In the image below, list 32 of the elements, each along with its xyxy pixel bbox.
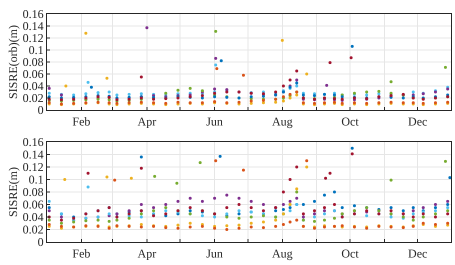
y-tick-label: 0.08 xyxy=(22,55,44,70)
y-axis-title: SISRE(m) xyxy=(6,166,20,218)
y-tick-label: 0 xyxy=(38,103,44,118)
y-tick-label: 0.1 xyxy=(28,43,44,58)
x-tick-label: Aug xyxy=(272,114,293,128)
y-tick-label: 0.12 xyxy=(22,160,44,174)
y-tick-label: 0.04 xyxy=(22,79,44,94)
x-tick-label: Feb xyxy=(72,246,90,260)
y-tick-label: 0.1 xyxy=(28,172,44,187)
x-tick-label: Jun xyxy=(206,246,223,260)
y-tick-label: 0.16 xyxy=(22,135,44,150)
y-tick-label: 0 xyxy=(38,235,44,250)
x-tick-label: Apr xyxy=(138,114,156,128)
y-tick-label: 0.14 xyxy=(22,19,44,34)
x-tick-label: Oct xyxy=(341,114,360,128)
x-tick-label: Apr xyxy=(138,246,156,260)
x-tick-label: Oct xyxy=(341,246,360,260)
y-tick-label: 0.08 xyxy=(22,185,44,200)
x-tick-label: Dec xyxy=(408,246,428,260)
y-tick-label: 0.14 xyxy=(22,148,44,162)
x-tick-label: Aug xyxy=(272,246,293,260)
y-tick-label: 0.06 xyxy=(22,198,44,212)
x-tick-label: Dec xyxy=(408,114,428,128)
y-tick-label: 0.06 xyxy=(22,67,44,82)
y-axis-title: SISRE(orb)(m) xyxy=(6,25,20,99)
x-tick-label: Feb xyxy=(72,114,90,128)
y-tick-label: 0.04 xyxy=(22,210,44,224)
y-tick-label: 0.02 xyxy=(22,91,44,106)
x-tick-label: Jun xyxy=(206,114,223,128)
y-tick-label: 0.16 xyxy=(22,7,44,22)
y-tick-label: 0.02 xyxy=(22,222,44,237)
y-tick-label: 0.12 xyxy=(22,31,44,46)
